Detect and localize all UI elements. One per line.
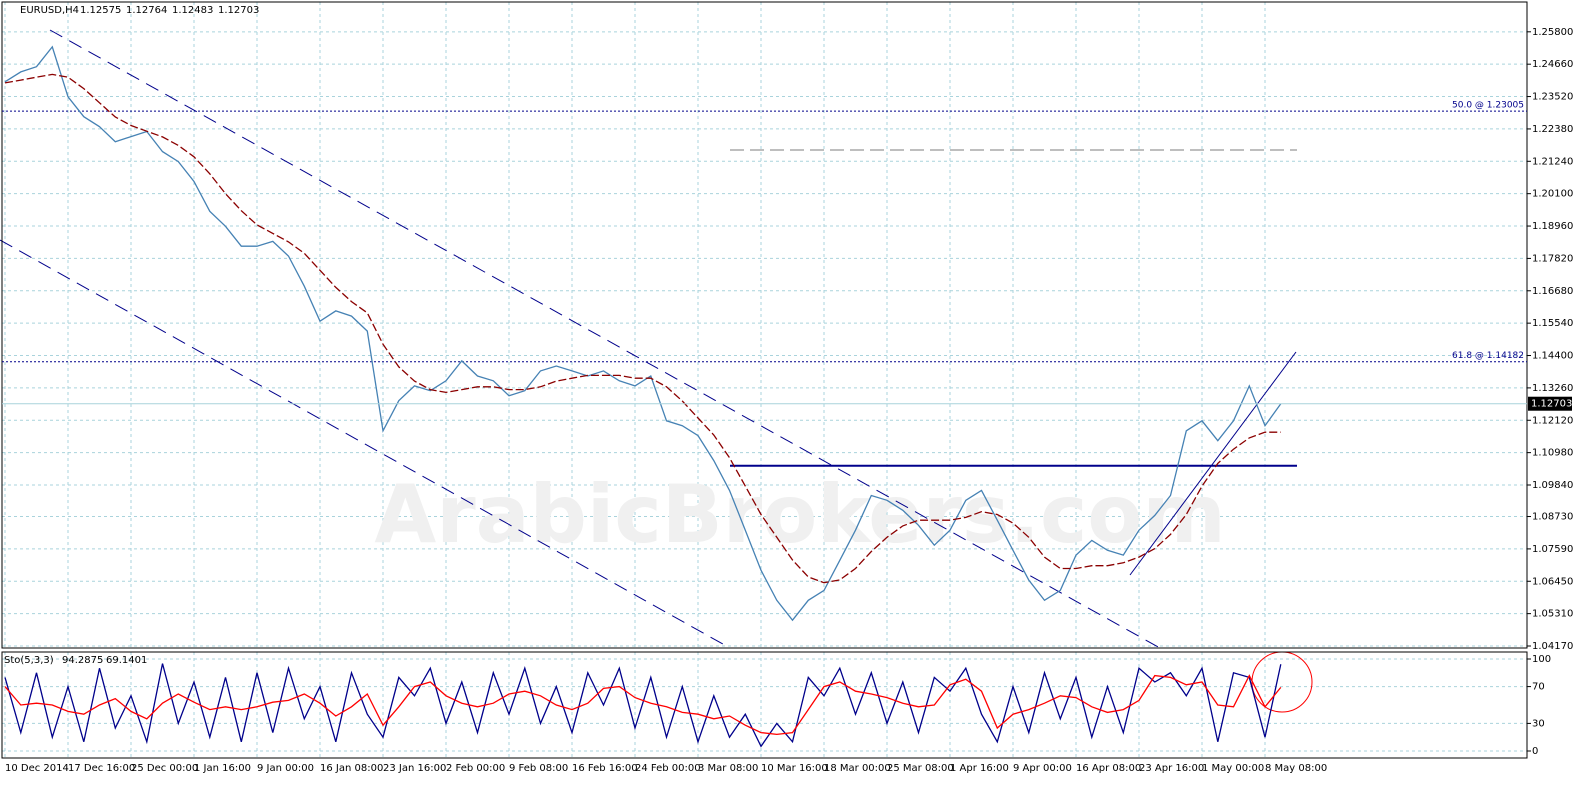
y-tick-label: 1.14400 [1532,351,1573,362]
y-tick-label: 1.25800 [1532,27,1573,38]
x-tick-label: 25 Mar 08:00 [887,763,954,774]
y-tick-label: 1.04170 [1532,641,1573,652]
indicator-value: 69.1401 [106,655,147,666]
grid [2,2,1527,758]
y-tick-label: 1.08730 [1532,512,1573,523]
y-tick-label: 1.24660 [1532,59,1573,70]
x-tick-label: 16 Jan 08:00 [320,763,383,774]
x-tick-label: 9 Jan 00:00 [257,763,314,774]
trend-line [1129,351,1297,576]
quote-value: 1.12483 [172,5,213,16]
series-line [4,45,1282,622]
x-tick-label: 2 Feb 00:00 [446,763,505,774]
y-tick-label: 30 [1532,718,1545,729]
y-tick-label: 1.17820 [1532,253,1573,264]
x-tick-label: 23 Jan 16:00 [383,763,446,774]
y-tick-label: 1.18960 [1532,221,1573,232]
indicator-title: Sto(5,3,3) [4,655,54,666]
y-tick-label: 1.09840 [1532,480,1573,491]
x-tick-label: 1 Jan 16:00 [194,763,251,774]
y-tick-label: 1.21240 [1532,156,1573,167]
y-tick-label: 1.13260 [1532,383,1573,394]
x-tick-label: 24 Feb 00:00 [635,763,701,774]
current-price-label: 1.12703 [1531,399,1572,410]
x-tick-label: 17 Dec 16:00 [68,763,135,774]
symbol: EURUSD,H4 [20,5,79,16]
x-tick-label: 1 Apr 16:00 [950,763,1009,774]
x-tick-label: 16 Feb 16:00 [572,763,638,774]
x-tick-label: 9 Feb 08:00 [509,763,568,774]
quote-value: 1.12703 [218,5,259,16]
x-tick-label: 23 Apr 16:00 [1139,763,1204,774]
y-tick-label: 0 [1532,746,1538,757]
series-line [4,73,1281,584]
y-tick-label: 70 [1532,682,1545,693]
x-tick-label: 10 Mar 16:00 [761,763,828,774]
current-price-tag [1528,396,1572,411]
y-tick-label: 100 [1532,654,1551,665]
y-tick-label: 1.07590 [1532,544,1573,555]
y-tick-label: 1.20100 [1532,189,1573,200]
indicator-value: 94.2875 [62,655,103,666]
drawings [0,29,1313,713]
indicator-frame [1,651,1528,759]
x-tick-label: 10 Dec 2014 [5,763,69,774]
y-tick-label: 1.10980 [1532,448,1573,459]
channel-line [49,29,1161,649]
y-tick-label: 1.23520 [1532,92,1573,103]
fib-label: 61.8 @ 1.14182 [1452,351,1524,361]
x-tick-label: 25 Dec 00:00 [131,763,198,774]
series-line [4,663,1282,748]
quote-value: 1.12575 [80,5,121,16]
watermark: ArabicBrokers.com [374,468,1225,561]
fib-label: 50.0 @ 1.23005 [1452,101,1524,111]
quote-value: 1.12764 [126,5,167,16]
x-tick-label: 16 Apr 08:00 [1076,763,1141,774]
x-tick-label: 3 Mar 08:00 [698,763,758,774]
x-tick-label: 9 Apr 00:00 [1013,763,1072,774]
price-frame [1,1,1528,649]
series-line [4,674,1282,736]
x-tick-label: 18 Mar 00:00 [824,763,891,774]
y-tick-label: 1.05310 [1532,609,1573,620]
y-tick-label: 1.06450 [1532,576,1573,587]
y-tick-label: 1.22380 [1532,124,1573,135]
x-tick-label: 8 May 08:00 [1265,763,1327,774]
y-tick-label: 1.15540 [1532,318,1573,329]
channel-line [0,239,731,649]
y-tick-label: 1.16680 [1532,286,1573,297]
x-tick-label: 1 May 00:00 [1202,763,1264,774]
y-tick-label: 1.12120 [1532,415,1573,426]
